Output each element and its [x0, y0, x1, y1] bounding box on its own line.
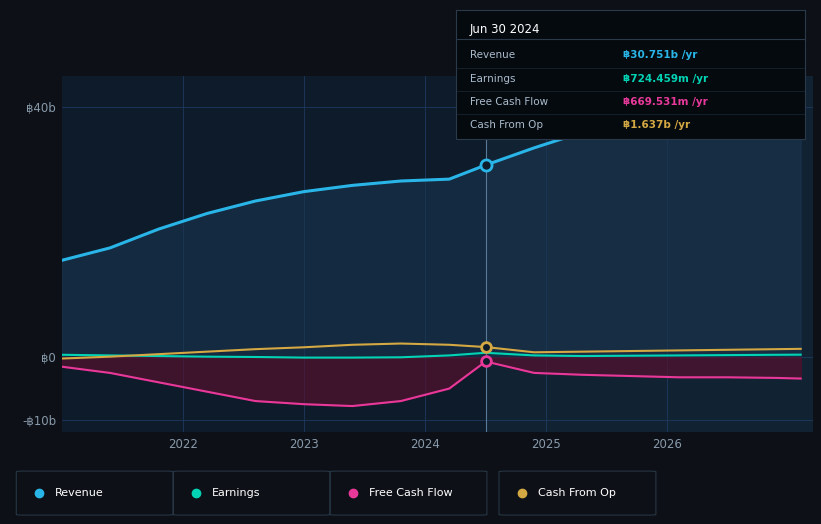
Text: ฿1.637b /yr: ฿1.637b /yr — [623, 119, 690, 130]
Text: ฿724.459m /yr: ฿724.459m /yr — [623, 73, 709, 83]
Text: Analysts Forecasts: Analysts Forecasts — [495, 120, 599, 130]
Bar — [62, 76, 486, 432]
Text: Cash From Op: Cash From Op — [470, 120, 543, 130]
Text: Revenue: Revenue — [55, 487, 103, 498]
Text: ฿669.531m /yr: ฿669.531m /yr — [623, 96, 708, 107]
Text: Earnings: Earnings — [470, 73, 515, 83]
Text: ฿30.751b /yr: ฿30.751b /yr — [623, 50, 698, 60]
Text: Free Cash Flow: Free Cash Flow — [470, 96, 548, 106]
Bar — [486, 76, 813, 432]
Text: Revenue: Revenue — [470, 50, 515, 60]
Text: Free Cash Flow: Free Cash Flow — [369, 487, 452, 498]
Text: Jun 30 2024: Jun 30 2024 — [470, 23, 540, 36]
Text: Cash From Op: Cash From Op — [538, 487, 616, 498]
Text: Past: Past — [456, 120, 479, 130]
Text: Earnings: Earnings — [212, 487, 260, 498]
